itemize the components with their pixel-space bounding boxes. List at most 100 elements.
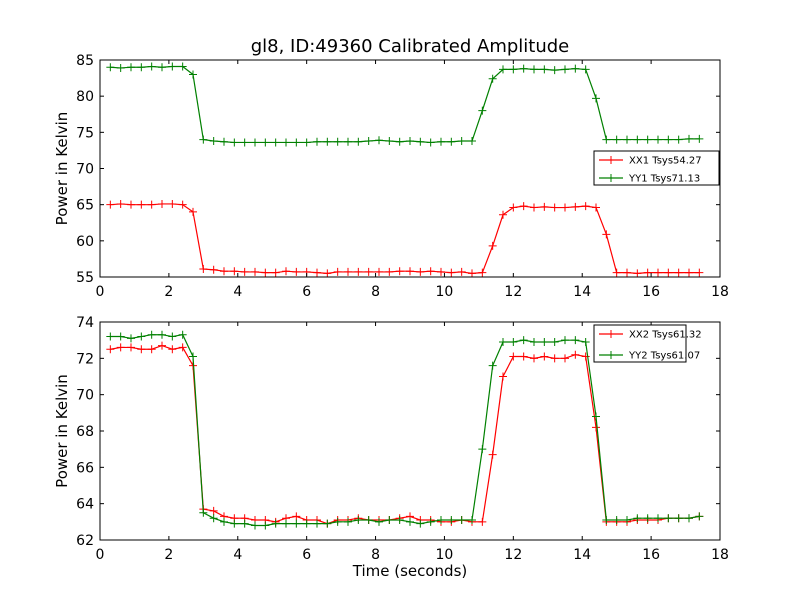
data-point xyxy=(437,267,445,276)
data-point xyxy=(333,137,342,146)
data-point xyxy=(561,336,569,345)
data-point xyxy=(488,361,497,370)
data-point xyxy=(550,354,559,363)
legend-box xyxy=(593,150,720,186)
data-point xyxy=(468,269,476,278)
data-point xyxy=(178,343,187,352)
data-point xyxy=(581,202,590,211)
data-point xyxy=(209,265,218,274)
data-point xyxy=(385,516,394,525)
data-point xyxy=(519,64,528,73)
data-point xyxy=(178,330,187,339)
data-point xyxy=(199,135,208,144)
data-point xyxy=(116,343,125,352)
data-point xyxy=(106,63,115,72)
data-point xyxy=(395,516,404,525)
data-point xyxy=(488,74,497,83)
data-point xyxy=(685,134,693,143)
data-point xyxy=(695,134,704,143)
data-point xyxy=(478,445,487,454)
series-1 xyxy=(106,200,704,278)
data-point xyxy=(643,135,652,144)
data-point xyxy=(199,508,208,517)
y-tick-label: 65 xyxy=(76,198,94,214)
data-point xyxy=(457,137,466,146)
y-tick-label: 75 xyxy=(76,125,94,141)
legend-marker xyxy=(607,174,615,182)
data-point xyxy=(292,138,301,147)
data-point xyxy=(292,512,301,521)
data-point xyxy=(395,267,404,276)
data-point xyxy=(478,268,487,277)
y-tick-label: 70 xyxy=(76,162,94,178)
data-point xyxy=(478,106,487,115)
data-point xyxy=(426,138,435,147)
data-point xyxy=(447,268,456,277)
data-point xyxy=(540,337,549,346)
x-tick-label: 18 xyxy=(711,547,729,563)
legend: XX2 Tsys61.32 YY2 Tsys61.07 xyxy=(593,324,702,363)
data-point xyxy=(127,63,135,72)
data-point xyxy=(581,337,590,346)
legend-label: YY2 Tsys61.07 xyxy=(628,351,700,362)
data-point xyxy=(592,94,600,103)
data-point xyxy=(437,516,445,525)
data-point xyxy=(488,450,497,459)
data-point xyxy=(581,352,590,361)
y-tick-label: 80 xyxy=(76,89,94,105)
data-point xyxy=(147,200,156,209)
y-axis-label: Power in Kelvin xyxy=(53,112,71,226)
y-tick-label: 60 xyxy=(76,234,94,250)
data-point xyxy=(261,138,270,147)
data-point xyxy=(158,63,166,72)
x-tick-label: 8 xyxy=(371,284,380,300)
data-point xyxy=(530,203,538,212)
data-point xyxy=(282,138,290,147)
data-point xyxy=(530,65,538,74)
data-point xyxy=(158,330,166,339)
data-point xyxy=(550,337,559,346)
data-point xyxy=(323,269,332,278)
data-point xyxy=(261,268,270,277)
data-point xyxy=(685,268,693,277)
data-point xyxy=(592,423,600,432)
data-point xyxy=(385,267,394,276)
data-point xyxy=(127,334,135,343)
data-point xyxy=(530,337,538,346)
data-point xyxy=(240,267,249,276)
data-point xyxy=(178,200,187,209)
data-point xyxy=(499,210,507,219)
data-point xyxy=(364,516,373,525)
data-point xyxy=(333,517,342,526)
data-point xyxy=(602,230,611,239)
data-point xyxy=(271,138,280,147)
data-point xyxy=(344,517,352,526)
data-point xyxy=(654,268,662,277)
data-point xyxy=(602,516,611,525)
data-point xyxy=(561,203,569,212)
data-point xyxy=(344,137,352,146)
data-point xyxy=(602,135,611,144)
data-point xyxy=(643,514,652,523)
data-point xyxy=(240,519,249,528)
data-point xyxy=(633,269,642,278)
data-point xyxy=(271,519,280,528)
data-point xyxy=(406,267,414,276)
x-tick-label: 8 xyxy=(371,547,380,563)
x-tick-label: 14 xyxy=(573,284,591,300)
data-point xyxy=(530,354,538,363)
data-point xyxy=(354,267,363,276)
legend-box xyxy=(593,324,687,363)
data-point xyxy=(478,517,487,526)
x-tick-label: 2 xyxy=(164,547,173,563)
data-point xyxy=(571,64,580,73)
data-point xyxy=(623,268,631,277)
data-point xyxy=(158,341,166,350)
data-point xyxy=(385,137,394,146)
data-point xyxy=(612,268,621,277)
data-point xyxy=(561,354,569,363)
data-point xyxy=(271,268,280,277)
data-point xyxy=(550,66,559,75)
series-line xyxy=(110,334,700,527)
